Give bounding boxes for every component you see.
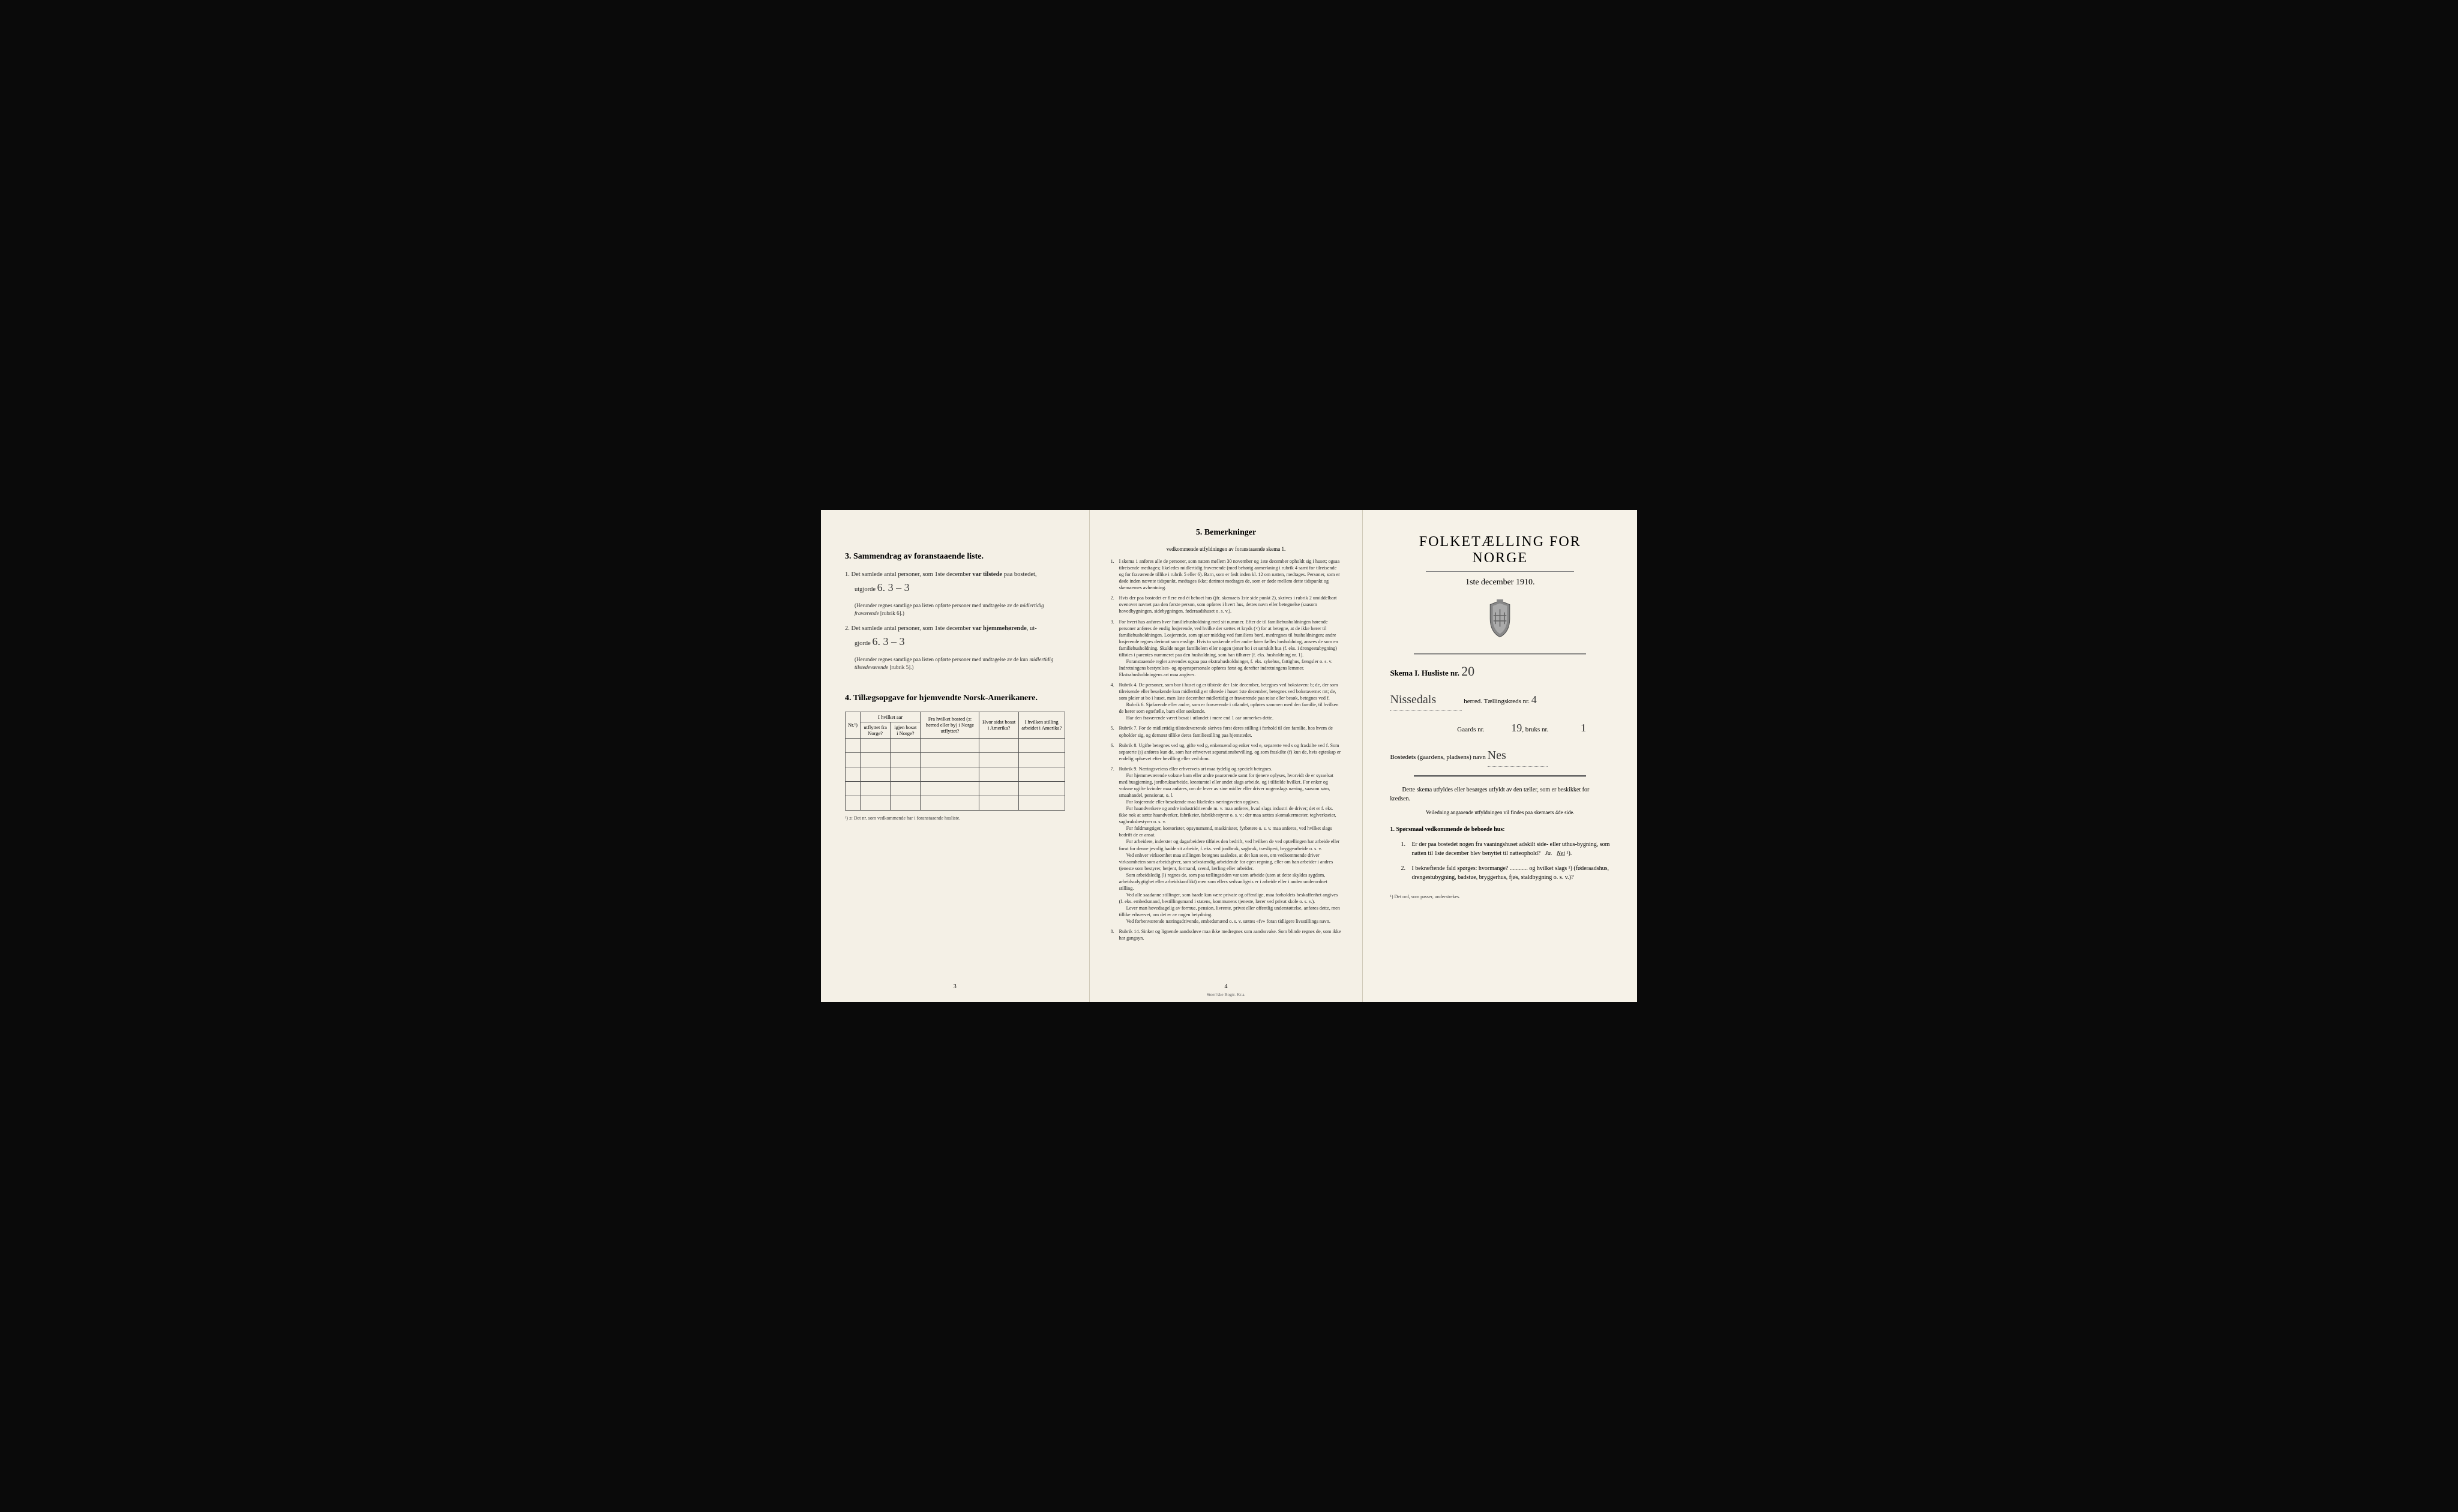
s3-i1-note-c: [rubrik 6].)	[879, 610, 904, 616]
table-row	[846, 752, 1065, 767]
title-rule	[1426, 571, 1574, 572]
q1-text: Er der paa bostedet nogen fra vaaningshu…	[1411, 841, 1609, 857]
s3-i2-note-c: [rubrik 5].)	[888, 664, 913, 670]
s3-i1-bold: var tilstede	[972, 571, 1002, 578]
document-spread: 3. Sammendrag av foranstaaende liste. 1.…	[821, 510, 1637, 1002]
skema-label: Skema I. Husliste nr.	[1390, 668, 1459, 677]
instruction-sub: Veiledning angaaende utfyldningen vil fi…	[1390, 809, 1610, 815]
question-list: 1. Er der paa bostedet nogen fra vaaning…	[1401, 840, 1610, 882]
crest-icon	[1483, 599, 1516, 638]
page-center: 5. Bemerkninger vedkommende utfyldningen…	[1090, 510, 1363, 1002]
section-3-heading: 3. Sammendrag av foranstaaende liste.	[845, 552, 1065, 562]
imprint: Steen'ske Bogtr. Kr.a.	[1090, 992, 1363, 997]
herred-line: Nissedals herred. Tællingskreds nr. 4	[1390, 689, 1610, 711]
double-rule-1	[1414, 653, 1586, 655]
section-3-item-1: 1. Det samlede antal personer, som 1ste …	[845, 570, 1065, 596]
herred-value: Nissedals	[1390, 689, 1462, 711]
gaards-nr: 19	[1486, 718, 1522, 737]
col-stilling: I hvilken stilling arbeidet i Amerika?	[1018, 712, 1065, 738]
s3-i2-l2: gjorde	[855, 640, 872, 647]
s3-i1-suffix: paa bostedet,	[1002, 571, 1036, 578]
question-2: 2. I bekræftende fald spørges: hvormange…	[1401, 864, 1610, 882]
page-num-center: 4	[1090, 983, 1363, 990]
section-3: 3. Sammendrag av foranstaaende liste. 1.…	[845, 552, 1065, 672]
bosted-label: Bostedets (gaardens, pladsens) navn	[1390, 754, 1485, 761]
gaards-line: Gaards nr. 19, bruks nr. 1	[1390, 718, 1610, 737]
q1-answer: Nei	[1557, 850, 1565, 857]
remark-7: Rubrik 9. Næringsveiens eller erhvervets…	[1111, 766, 1342, 925]
section-4: 4. Tillægsopgave for hjemvendte Norsk-Am…	[845, 694, 1065, 821]
bosted-value: Nes	[1488, 745, 1548, 767]
col-fra: Fra hvilket bosted (ɔ: herred eller by) …	[921, 712, 979, 738]
s3-i1-note: (Herunder regnes samtlige paa listen opf…	[855, 602, 1065, 618]
col-utflyttet: utflyttet fra Norge?	[861, 722, 891, 738]
table-row	[846, 781, 1065, 796]
instruction-body: Dette skema utfyldes eller besørges utfy…	[1390, 785, 1610, 803]
remark-8: Rubrik 14. Sinker og lignende aandssløve…	[1111, 928, 1342, 941]
question-heading: 1. Spørsmaal vedkommende de beboede hus:	[1390, 825, 1610, 834]
s3-i2-suffix: , ut-	[1027, 625, 1037, 632]
col-year-top: I hvilket aar	[861, 712, 921, 722]
s3-i2-note-a: (Herunder regnes samtlige paa listen opf…	[855, 656, 1029, 662]
page-left: 3. Sammendrag av foranstaaende liste. 1.…	[821, 510, 1090, 1002]
husliste-nr: 20	[1461, 664, 1497, 679]
remark-2: Hvis der paa bostedet er flere end ét be…	[1111, 595, 1342, 614]
remark-4: Rubrik 4. De personer, som bor i huset o…	[1111, 682, 1342, 721]
remarks-list: I skema 1 anføres alle de personer, som …	[1111, 558, 1342, 941]
s3-i2-prefix: 2. Det samlede antal personer, som 1ste …	[845, 625, 972, 632]
remark-5: Rubrik 7. For de midlertidig tilstedevær…	[1111, 725, 1342, 738]
s3-i2-value: 6. 3 – 3	[872, 634, 908, 650]
question-1: 1. Er der paa bostedet nogen fra vaaning…	[1401, 840, 1610, 858]
s3-i1-value: 6. 3 – 3	[877, 580, 913, 596]
double-rule-2	[1414, 775, 1586, 777]
section-3-item-2: 2. Det samlede antal personer, som 1ste …	[845, 624, 1065, 650]
coat-of-arms	[1390, 599, 1610, 641]
skema-line: Skema I. Husliste nr. 20	[1390, 664, 1610, 679]
bosted-line: Bostedets (gaardens, pladsens) navn Nes	[1390, 745, 1610, 767]
page-num-left: 3	[821, 983, 1089, 990]
section-4-heading: 4. Tillægsopgave for hjemvendte Norsk-Am…	[845, 694, 1065, 703]
section-5-heading: 5. Bemerkninger	[1111, 528, 1342, 538]
q2-text: I bekræftende fald spørges: hvormange? .…	[1411, 865, 1609, 881]
section-5-subheading: vedkommende utfyldningen av foranstaaend…	[1111, 546, 1342, 552]
s3-i2-bold: var hjemmehørende	[972, 625, 1026, 632]
census-date: 1ste december 1910.	[1390, 578, 1610, 587]
table-row	[846, 767, 1065, 781]
s3-i1-prefix: 1. Det samlede antal personer, som 1ste …	[845, 571, 972, 578]
remark-1: I skema 1 anføres alle de personer, som …	[1111, 558, 1342, 591]
remark-3: For hvert hus anføres hver familiehushol…	[1111, 619, 1342, 679]
bruks-label: bruks nr.	[1525, 726, 1549, 733]
col-hvor: Hvor sidst bosat i Amerika?	[979, 712, 1018, 738]
col-nr: Nr.¹)	[846, 712, 861, 738]
remark-6: Rubrik 8. Ugifte betegnes ved ug, gifte …	[1111, 742, 1342, 762]
s3-i1-note-a: (Herunder regnes samtlige paa listen opf…	[855, 602, 1020, 608]
table-row	[846, 796, 1065, 810]
bruks-nr: 1	[1550, 718, 1586, 737]
table-row	[846, 738, 1065, 752]
page-right: FOLKETÆLLING FOR NORGE 1ste december 191…	[1363, 510, 1637, 1002]
section-4-footnote: ¹) ɔ: Det nr. som vedkommende har i fora…	[845, 815, 1065, 821]
herred-label: herred. Tællingskreds nr.	[1464, 698, 1530, 705]
s3-i2-note: (Herunder regnes samtlige paa listen opf…	[855, 656, 1065, 672]
footnote-right: ¹) Det ord, som passer, understrekes.	[1390, 894, 1610, 899]
nor-am-table: Nr.¹) I hvilket aar Fra hvilket bosted (…	[845, 712, 1065, 811]
kreds-nr: 4	[1531, 690, 1567, 709]
nor-am-table-wrap: Nr.¹) I hvilket aar Fra hvilket bosted (…	[845, 712, 1065, 811]
col-igjen: igjen bosat i Norge?	[891, 722, 921, 738]
gaards-label: Gaards nr.	[1457, 726, 1484, 733]
s3-i1-l2: utgjorde	[855, 586, 877, 593]
census-title: FOLKETÆLLING FOR NORGE	[1390, 534, 1610, 566]
